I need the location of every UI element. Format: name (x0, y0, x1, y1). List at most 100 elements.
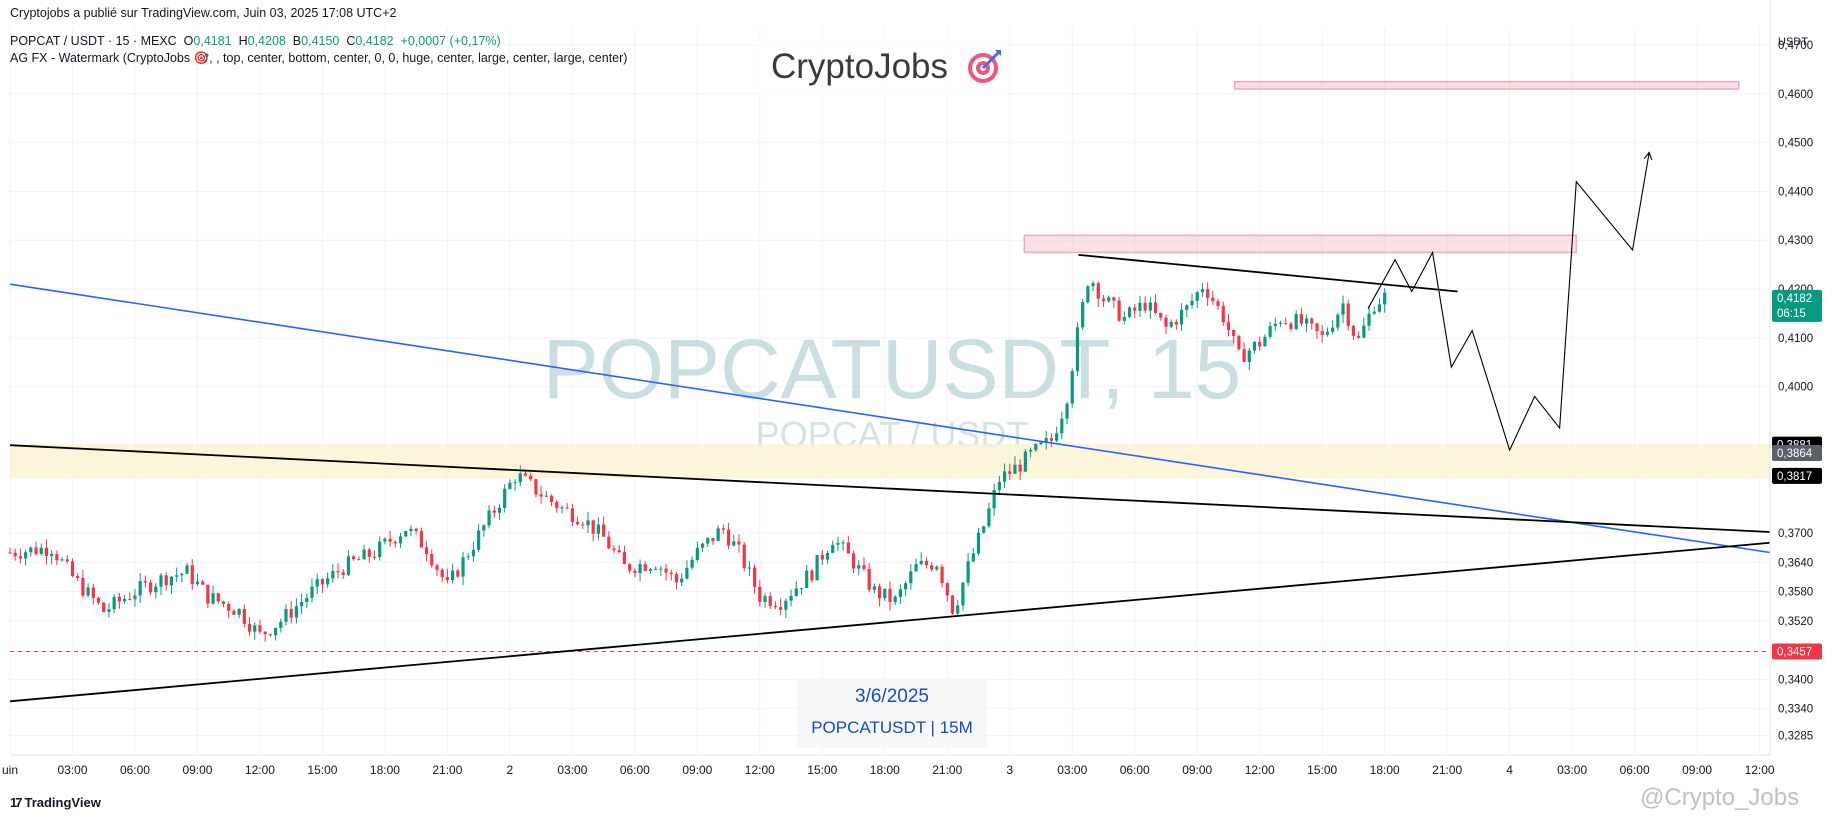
candle-67 (357, 556, 361, 561)
candle-body-146 (768, 596, 772, 606)
candle-169 (888, 581, 892, 611)
candle-body-163 (857, 565, 861, 569)
candle-205 (1075, 322, 1080, 376)
tradingview-logo[interactable]: 17 TradingView (10, 795, 101, 810)
time-tick-4: 12:00 (245, 763, 275, 777)
candle-body-23 (128, 598, 132, 600)
candle-body-134 (706, 537, 710, 544)
candle-47 (253, 622, 257, 640)
candle-83 (440, 567, 444, 583)
candle-body-89 (471, 549, 476, 557)
indicator-legend[interactable]: AG FX - Watermark (CryptoJobs 🎯, , top, … (10, 51, 628, 65)
candle-body-86 (456, 570, 460, 577)
candle-188 (987, 502, 991, 528)
candle-body-114 (602, 524, 606, 537)
candle-129 (680, 573, 684, 587)
ohlc-low: 0,4150 (301, 34, 340, 48)
candle-body-33 (180, 573, 184, 576)
candle-55 (294, 598, 298, 624)
candle-127 (669, 569, 673, 581)
candle-233 (1221, 301, 1225, 326)
candle-79 (419, 527, 423, 548)
candle-31 (169, 575, 174, 595)
candle-229 (1200, 283, 1205, 297)
candle-108 (570, 504, 574, 527)
candle-256 (1341, 295, 1345, 324)
candle-202 (1060, 411, 1064, 440)
candle-body-210 (1101, 298, 1106, 302)
candle-body-132 (695, 547, 699, 560)
candle-136 (716, 525, 720, 542)
candle-172 (904, 580, 908, 597)
candle-body-62 (331, 571, 335, 579)
candle-body-243 (1273, 323, 1277, 326)
candle-body-207 (1086, 286, 1090, 303)
candle-body-108 (570, 508, 574, 523)
candle-30 (164, 572, 168, 591)
candle-122 (643, 561, 647, 572)
candle-body-117 (617, 550, 621, 553)
candle-body-13 (76, 576, 80, 578)
candle-88 (466, 553, 470, 561)
candle-body-262 (1372, 311, 1376, 314)
candle-body-21 (117, 596, 121, 602)
candle-230 (1206, 282, 1210, 306)
time-tick-21: 15:00 (1307, 763, 1337, 777)
candle-148 (779, 598, 783, 616)
target-icon (968, 50, 1001, 83)
candle-body-236 (1237, 336, 1241, 350)
candle-131 (690, 556, 694, 570)
candle-body-161 (846, 542, 850, 554)
candle-body-19 (107, 609, 111, 612)
candle-body-168 (883, 588, 887, 599)
time-tick-17: 03:00 (1057, 763, 1087, 777)
candle-242 (1268, 321, 1272, 339)
candle-body-77 (409, 528, 413, 532)
candle-71 (378, 536, 382, 561)
candle-103 (544, 490, 548, 498)
candle-125 (659, 565, 663, 577)
candle-82 (435, 563, 439, 577)
candle-body-182 (956, 605, 960, 614)
brand-text: CryptoJobs (771, 47, 949, 86)
time-tick-22: 18:00 (1370, 763, 1400, 777)
candle-141 (742, 541, 746, 572)
candle-115 (607, 531, 611, 549)
candle-89 (471, 541, 476, 562)
candle-body-173 (909, 571, 913, 584)
candle-body-96 (508, 482, 512, 489)
candle-77 (409, 524, 413, 536)
candle-54 (289, 601, 293, 624)
candle-body-90 (477, 530, 481, 550)
candle-102 (539, 485, 543, 504)
candle-body-5 (34, 547, 38, 554)
candle-body-175 (919, 561, 923, 564)
candle-body-180 (945, 583, 949, 596)
candle-body-55 (294, 606, 298, 618)
candle-244 (1278, 320, 1283, 327)
candle-211 (1107, 295, 1111, 303)
price-axis: 0,47000,46000,45000,44000,43000,42000,41… (1769, 0, 1813, 755)
time-axis: uin 03:00 06:00 09:00 12:00 15:00 18:00 21:00 2 0… (2, 754, 1775, 777)
publish-info: Cryptojobs a publié sur TradingView.com,… (10, 6, 397, 20)
candle-53 (284, 604, 288, 626)
candle-body-93 (492, 510, 496, 513)
candle-225 (1179, 303, 1184, 331)
candle-209 (1096, 281, 1100, 307)
candle-251 (1315, 322, 1319, 339)
candle-183 (961, 581, 965, 611)
candle-body-79 (419, 531, 423, 548)
ohlc-high-label: H (238, 34, 248, 48)
candle-body-11 (65, 559, 69, 562)
candle-252 (1320, 324, 1324, 343)
price-tick-8: 0,3700 (1778, 528, 1813, 540)
candle-body-98 (518, 473, 522, 483)
candle-75 (398, 532, 403, 548)
candle-154 (810, 569, 814, 583)
candle-body-15 (86, 587, 90, 596)
candle-3 (24, 549, 28, 566)
candle-180 (945, 582, 949, 602)
candle-13 (76, 573, 80, 582)
candle-243 (1273, 317, 1277, 331)
